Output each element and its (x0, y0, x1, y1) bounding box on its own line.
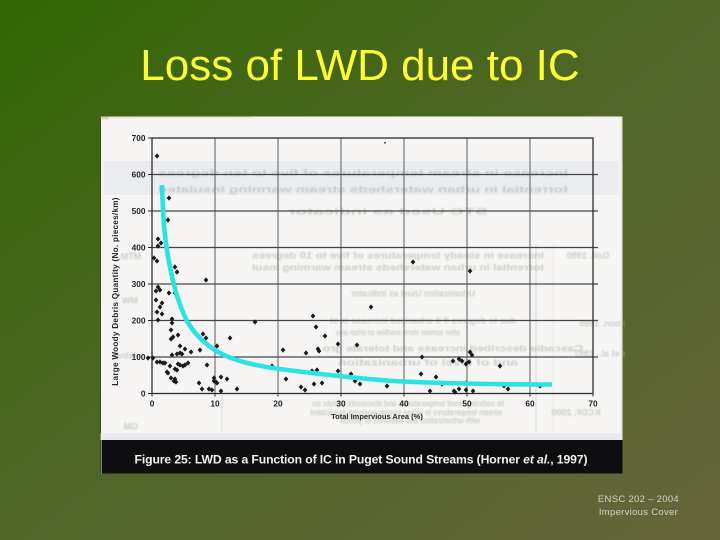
svg-text:40: 40 (399, 399, 409, 409)
svg-text:400: 400 (132, 243, 146, 253)
svg-text:KCDF, 2000: KCDF, 2000 (551, 408, 600, 418)
svg-text:20: 20 (273, 399, 283, 409)
svg-text:200: 200 (132, 316, 146, 326)
svg-text:Total Impervious Area (%): Total Impervious Area (%) (331, 412, 423, 421)
svg-text:0: 0 (150, 399, 155, 409)
svg-text:GM: GM (124, 422, 139, 432)
svg-text:Increase in stream temperature: Increase in stream temperatures of five … (158, 168, 568, 178)
svg-text:Increase in steady temperature: Increase in steady temperatures of five … (252, 251, 544, 261)
svg-text:Urbanization Used as indicator: Urbanization Used as indicator (351, 289, 475, 299)
svg-text:10: 10 (210, 399, 220, 409)
svg-text:Goll. 1990: Goll. 1990 (567, 251, 610, 261)
svg-text:stream temperatures in urban s: stream temperatures in urban stream warm… (310, 408, 502, 418)
svg-text:with urbanization and wetlands: with urbanization and wetlands or ponds (340, 416, 481, 426)
svg-text:0: 0 (141, 389, 146, 399)
svg-text:100: 100 (132, 352, 146, 362)
svg-text:50: 50 (462, 399, 472, 409)
svg-text:onatnO: onatnO (113, 351, 145, 361)
svg-text:500: 500 (132, 206, 146, 216)
svg-text:MW: MW (122, 296, 138, 306)
svg-text:600: 600 (132, 170, 146, 180)
svg-text:other summer storm overflow on: other summer storm overflow on urban are… (335, 328, 460, 338)
svg-text:to noticing lined temperatures: to noticing lined temperatures and disco… (312, 399, 504, 409)
svg-text:300: 300 (132, 279, 146, 289)
svg-text:and of level of urbanization: and of level of urbanization (338, 358, 518, 368)
svg-text:Cascadia described increase an: Cascadia described increase and tolerate… (322, 344, 583, 354)
svg-text:MTM: MTM (121, 252, 142, 262)
svg-text:Large Woody Debris Quantity (N: Large Woody Debris Quantity (No. pieces/… (111, 197, 120, 386)
svg-text:70: 70 (588, 399, 598, 409)
svg-text:torrential in urban watersheds: torrential in urban watersheds stream wa… (252, 263, 544, 273)
svg-text:rmon. 1995: rmon. 1995 (579, 319, 625, 329)
svg-text:ve et al., 1997: ve et al., 1997 (574, 349, 625, 359)
svg-text:30: 30 (336, 399, 346, 409)
svg-text:700: 700 (132, 133, 146, 143)
svg-text:torrential in urban watersheds: torrential in urban watersheds stream wa… (158, 185, 568, 195)
svg-text:Figure 25: LWD as a Function o: Figure 25: LWD as a Function of IC in Pu… (135, 453, 588, 467)
svg-text:60: 60 (525, 399, 535, 409)
